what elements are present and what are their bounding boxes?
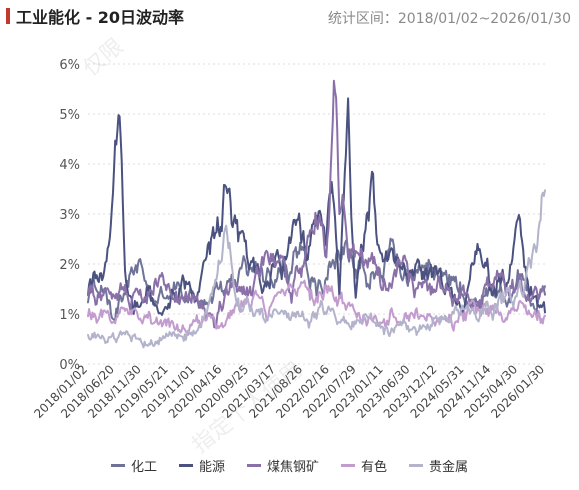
line-chart: 0%1%2%3%4%5%6%2018/01/022018/06/202018/1… — [31, 58, 547, 421]
legend-item[interactable]: 化工 — [110, 456, 157, 475]
series-line — [87, 79, 546, 329]
series-line — [87, 189, 546, 349]
legend-item[interactable]: 有色 — [341, 456, 387, 475]
legend-swatch — [246, 464, 261, 467]
title-bar: 工业能化 - 20日波动率 — [6, 6, 185, 27]
legend-swatch — [178, 464, 193, 467]
legend-item[interactable]: 贵金属 — [409, 456, 468, 475]
grid — [88, 63, 545, 365]
legend-swatch — [341, 464, 355, 467]
legend-swatch — [409, 464, 424, 467]
legend-label: 化工 — [130, 460, 157, 475]
y-tick-label: 4% — [59, 158, 80, 173]
series-line — [87, 279, 546, 336]
y-tick-label: 6% — [59, 58, 80, 73]
y-tick-label: 1% — [59, 308, 80, 323]
legend-label: 煤焦钢矿 — [266, 460, 319, 475]
legend-label: 能源 — [198, 460, 225, 475]
legend-item[interactable]: 煤焦钢矿 — [246, 456, 319, 475]
legend-item[interactable]: 能源 — [178, 456, 225, 475]
series-lines — [87, 79, 546, 349]
date-range-label: 统计区间：2018/01/02~2026/01/30 — [327, 11, 571, 27]
chart-title: 工业能化 - 20日波动率 — [16, 8, 185, 27]
legend-swatch — [110, 464, 125, 467]
y-tick-label: 0% — [59, 358, 80, 373]
legend: 化工 能源 煤焦钢矿 有色 贵金属 — [0, 456, 579, 475]
y-tick-label: 2% — [59, 258, 80, 273]
legend-label: 有色 — [361, 460, 388, 475]
legend-label: 贵金属 — [429, 460, 469, 475]
y-tick-label: 3% — [59, 208, 80, 223]
title-accent-bar — [6, 8, 10, 24]
y-tick-label: 5% — [59, 108, 80, 123]
